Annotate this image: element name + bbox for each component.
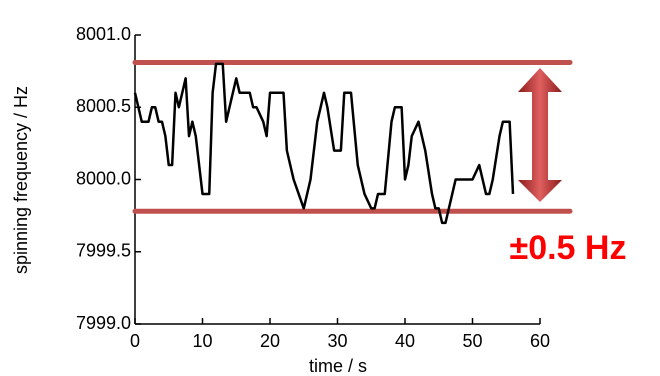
y-tick-label: 7999.0 bbox=[76, 313, 131, 333]
x-tick-label: 60 bbox=[530, 331, 550, 351]
data-line bbox=[133, 62, 515, 225]
y-tick-label: 8001.0 bbox=[76, 24, 131, 44]
y-tick-label: 7999.5 bbox=[76, 241, 131, 261]
x-tick-label: 30 bbox=[327, 331, 347, 351]
x-tick-label: 10 bbox=[192, 331, 212, 351]
y-tick-label: 8000.0 bbox=[76, 168, 131, 188]
x-tick-label: 0 bbox=[130, 331, 140, 351]
x-axis-label: time / s bbox=[309, 356, 367, 376]
x-tick-label: 40 bbox=[395, 331, 415, 351]
y-tick-label: 8000.5 bbox=[76, 96, 131, 116]
x-tick-label: 20 bbox=[260, 331, 280, 351]
annotation: ±0.5 Hz bbox=[510, 229, 627, 267]
y-axis-label: spinning frequency / Hz bbox=[11, 86, 31, 274]
double-arrow bbox=[518, 68, 562, 202]
x-tick-label: 50 bbox=[462, 331, 482, 351]
